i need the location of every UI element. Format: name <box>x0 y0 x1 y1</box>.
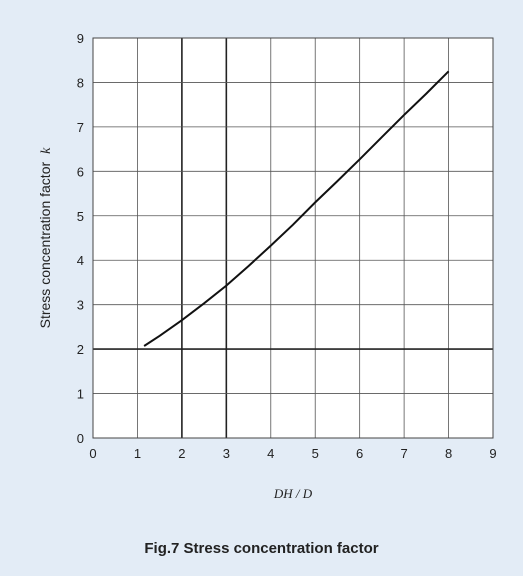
x-axis: 0 1 2 3 4 5 6 7 8 9 <box>89 446 496 461</box>
y-tick-label-5: 5 <box>77 209 84 224</box>
figure-caption: Fig.7 Stress concentration factor <box>144 540 379 557</box>
y-tick-label-3: 3 <box>77 298 84 313</box>
y-tick-label-2: 2 <box>77 342 84 357</box>
x-tick-label-3: 3 <box>223 446 230 461</box>
y-axis-label-symbol: k <box>39 147 54 154</box>
y-axis-label: Stress concentration factor k <box>37 147 54 329</box>
y-tick-label-0: 0 <box>77 431 84 446</box>
x-tick-label-9: 9 <box>489 446 496 461</box>
plot-area <box>93 38 493 438</box>
x-axis-label: DH / D <box>273 486 313 501</box>
x-tick-label-5: 5 <box>312 446 319 461</box>
x-tick-label-2: 2 <box>178 446 185 461</box>
y-tick-label-8: 8 <box>77 75 84 90</box>
x-tick-label-7: 7 <box>400 446 407 461</box>
x-tick-label-4: 4 <box>267 446 274 461</box>
series-layer <box>143 70 450 347</box>
y-tick-label-9: 9 <box>77 31 84 46</box>
y-tick-label-1: 1 <box>77 387 84 402</box>
plot-frame <box>92 37 494 439</box>
y-tick-label-4: 4 <box>77 253 84 268</box>
series-line-0 <box>143 70 450 347</box>
y-axis: 0 1 2 3 4 5 6 7 8 9 <box>77 31 84 446</box>
y-tick-label-6: 6 <box>77 164 84 179</box>
x-tick-label-8: 8 <box>445 446 452 461</box>
x-tick-label-1: 1 <box>134 446 141 461</box>
x-tick-label-6: 6 <box>356 446 363 461</box>
x-tick-label-0: 0 <box>89 446 96 461</box>
y-axis-label-text: Stress concentration factor <box>37 162 53 329</box>
y-tick-label-7: 7 <box>77 120 84 135</box>
